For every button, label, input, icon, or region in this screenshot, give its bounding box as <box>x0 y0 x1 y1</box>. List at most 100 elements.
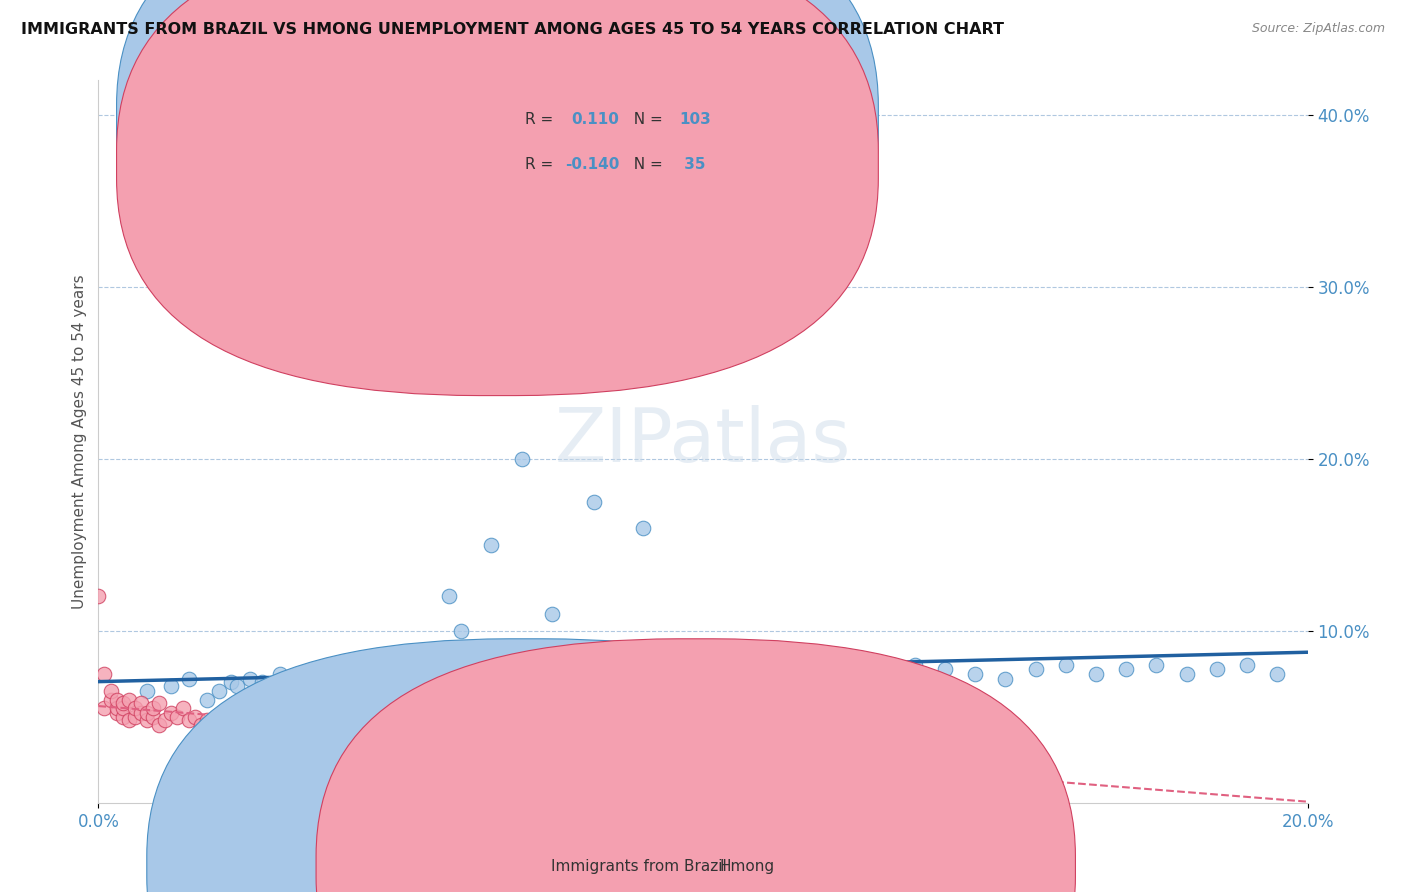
Point <box>413 689 436 703</box>
Text: 103: 103 <box>679 112 710 127</box>
Point <box>135 713 157 727</box>
Point <box>661 675 683 690</box>
Text: -0.140: -0.140 <box>565 157 620 172</box>
Point <box>481 538 503 552</box>
Point <box>553 689 575 703</box>
Text: Immigrants from Brazil: Immigrants from Brazil <box>551 859 727 874</box>
Text: Hmong: Hmong <box>720 859 775 874</box>
Point <box>160 706 183 721</box>
Text: N =: N = <box>624 157 668 172</box>
Point <box>463 692 485 706</box>
Text: R =: R = <box>526 112 558 127</box>
Point <box>1267 666 1289 681</box>
Point <box>305 692 328 706</box>
Point <box>432 672 454 686</box>
Point <box>87 590 110 604</box>
Point <box>994 672 1017 686</box>
Point <box>437 590 460 604</box>
Point <box>274 689 297 703</box>
Point <box>323 672 346 686</box>
Point <box>208 723 231 738</box>
Point <box>813 658 835 673</box>
Point <box>619 672 641 686</box>
Point <box>450 672 472 686</box>
Point <box>1206 662 1229 676</box>
FancyBboxPatch shape <box>456 84 787 193</box>
Point <box>904 658 927 673</box>
Point <box>172 701 194 715</box>
Point <box>408 675 430 690</box>
Point <box>728 672 751 686</box>
Point <box>129 706 152 721</box>
Point <box>1085 666 1108 681</box>
Point <box>583 494 606 508</box>
Point <box>692 679 714 693</box>
Point <box>342 675 364 690</box>
Point <box>540 607 562 621</box>
Text: IMMIGRANTS FROM BRAZIL VS HMONG UNEMPLOYMENT AMONG AGES 45 TO 54 YEARS CORRELATI: IMMIGRANTS FROM BRAZIL VS HMONG UNEMPLOY… <box>21 22 1004 37</box>
Point <box>571 679 593 693</box>
Point <box>486 684 509 698</box>
Point <box>377 684 399 698</box>
Point <box>389 672 412 686</box>
Point <box>558 684 581 698</box>
Point <box>360 679 382 693</box>
Point <box>153 713 176 727</box>
Point <box>450 679 472 693</box>
Point <box>250 675 273 690</box>
Point <box>148 718 170 732</box>
Point <box>673 672 696 686</box>
Point <box>179 672 201 686</box>
Point <box>93 701 115 715</box>
Point <box>371 692 394 706</box>
Point <box>256 744 278 758</box>
Point <box>329 211 352 225</box>
Point <box>1175 666 1198 681</box>
Text: 0.110: 0.110 <box>571 112 619 127</box>
Point <box>269 679 291 693</box>
Point <box>221 675 243 690</box>
Point <box>510 451 533 466</box>
Point <box>256 692 278 706</box>
Point <box>129 696 152 710</box>
Point <box>752 666 775 681</box>
Point <box>474 675 496 690</box>
Point <box>142 701 165 715</box>
Point <box>142 710 165 724</box>
Point <box>631 684 654 698</box>
Point <box>329 684 352 698</box>
Point <box>456 684 478 698</box>
Point <box>965 666 987 681</box>
Point <box>166 710 188 724</box>
FancyBboxPatch shape <box>117 0 879 351</box>
Point <box>93 666 115 681</box>
Point <box>195 692 218 706</box>
Point <box>118 713 141 727</box>
Point <box>111 701 134 715</box>
Point <box>444 684 467 698</box>
FancyBboxPatch shape <box>117 0 879 395</box>
Point <box>510 684 533 698</box>
Point <box>208 684 231 698</box>
Point <box>384 679 406 693</box>
Point <box>366 672 388 686</box>
Text: 35: 35 <box>679 157 706 172</box>
Point <box>329 692 352 706</box>
Point <box>844 662 866 676</box>
Point <box>353 684 375 698</box>
Point <box>179 713 201 727</box>
Point <box>710 675 733 690</box>
Point <box>111 710 134 724</box>
Point <box>492 679 515 693</box>
Point <box>135 684 157 698</box>
Point <box>245 684 267 698</box>
Point <box>450 624 472 638</box>
Point <box>1236 658 1258 673</box>
Point <box>105 692 128 706</box>
Point <box>111 696 134 710</box>
Point <box>523 672 546 686</box>
Point <box>783 662 806 676</box>
Text: N =: N = <box>624 112 668 127</box>
Point <box>269 666 291 681</box>
Point <box>498 672 520 686</box>
